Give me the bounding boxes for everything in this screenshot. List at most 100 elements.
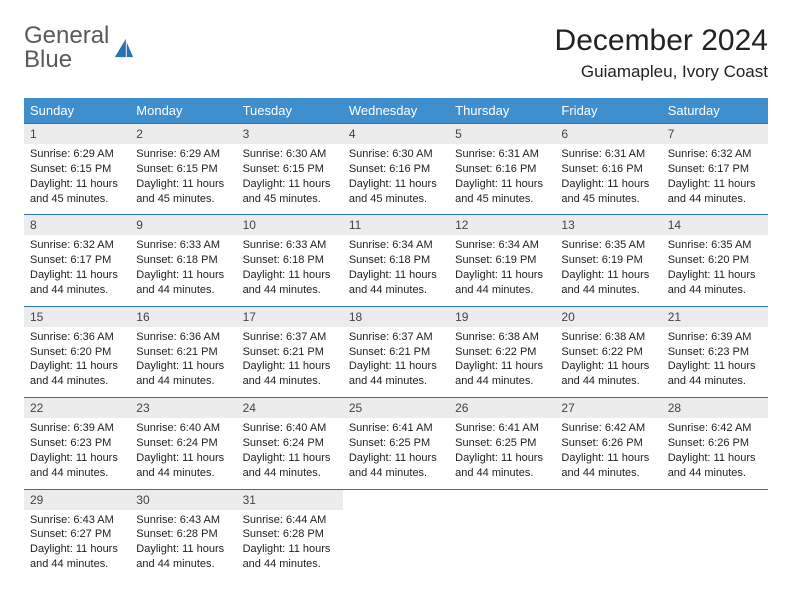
sunrise-text: Sunrise: 6:36 AM <box>30 330 124 345</box>
sunrise-text: Sunrise: 6:32 AM <box>30 238 124 253</box>
month-title: December 2024 <box>555 24 768 58</box>
day-cell: Sunrise: 6:32 AMSunset: 6:17 PMDaylight:… <box>662 144 768 215</box>
sunrise-text: Sunrise: 6:42 AM <box>668 421 762 436</box>
daynum-row: 293031 <box>24 489 768 510</box>
sunrise-text: Sunrise: 6:29 AM <box>30 147 124 162</box>
daylight-text: and 44 minutes. <box>30 374 124 389</box>
daynum-row: 15161718192021 <box>24 306 768 327</box>
day-number: 31 <box>237 489 343 510</box>
sunset-text: Sunset: 6:15 PM <box>136 162 230 177</box>
daylight-text: Daylight: 11 hours <box>30 359 124 374</box>
daylight-text: Daylight: 11 hours <box>561 177 655 192</box>
day-number: 15 <box>24 306 130 327</box>
day-number: 7 <box>662 124 768 145</box>
day-header: Tuesday <box>237 98 343 124</box>
sunrise-text: Sunrise: 6:33 AM <box>243 238 337 253</box>
day-number: 17 <box>237 306 343 327</box>
sunset-text: Sunset: 6:21 PM <box>349 345 443 360</box>
day-number <box>343 489 449 510</box>
sunset-text: Sunset: 6:17 PM <box>668 162 762 177</box>
daylight-text: Daylight: 11 hours <box>243 542 337 557</box>
day-cell: Sunrise: 6:32 AMSunset: 6:17 PMDaylight:… <box>24 235 130 306</box>
day-number: 10 <box>237 215 343 236</box>
day-cell: Sunrise: 6:39 AMSunset: 6:23 PMDaylight:… <box>662 327 768 398</box>
day-cell: Sunrise: 6:37 AMSunset: 6:21 PMDaylight:… <box>343 327 449 398</box>
sunrise-text: Sunrise: 6:34 AM <box>455 238 549 253</box>
daylight-text: and 44 minutes. <box>668 466 762 481</box>
daylight-text: and 45 minutes. <box>455 192 549 207</box>
daylight-text: Daylight: 11 hours <box>243 268 337 283</box>
day-cell: Sunrise: 6:36 AMSunset: 6:20 PMDaylight:… <box>24 327 130 398</box>
daylight-text: Daylight: 11 hours <box>30 268 124 283</box>
day-cell: Sunrise: 6:39 AMSunset: 6:23 PMDaylight:… <box>24 418 130 489</box>
day-number: 28 <box>662 398 768 419</box>
daylight-text: and 44 minutes. <box>243 374 337 389</box>
day-cell: Sunrise: 6:34 AMSunset: 6:18 PMDaylight:… <box>343 235 449 306</box>
daylight-text: Daylight: 11 hours <box>243 451 337 466</box>
location: Guiamapleu, Ivory Coast <box>555 62 768 82</box>
day-cell: Sunrise: 6:40 AMSunset: 6:24 PMDaylight:… <box>130 418 236 489</box>
day-cell <box>662 510 768 580</box>
day-number: 18 <box>343 306 449 327</box>
day-cell: Sunrise: 6:42 AMSunset: 6:26 PMDaylight:… <box>662 418 768 489</box>
sunrise-text: Sunrise: 6:41 AM <box>455 421 549 436</box>
day-cell: Sunrise: 6:34 AMSunset: 6:19 PMDaylight:… <box>449 235 555 306</box>
sunset-text: Sunset: 6:25 PM <box>455 436 549 451</box>
sunrise-text: Sunrise: 6:35 AM <box>561 238 655 253</box>
sunset-text: Sunset: 6:22 PM <box>455 345 549 360</box>
daylight-text: Daylight: 11 hours <box>243 177 337 192</box>
day-number: 26 <box>449 398 555 419</box>
sunrise-text: Sunrise: 6:37 AM <box>349 330 443 345</box>
daylight-text: and 44 minutes. <box>243 283 337 298</box>
logo-text-gray: General <box>24 22 109 49</box>
daylight-text: Daylight: 11 hours <box>30 177 124 192</box>
week-row: Sunrise: 6:29 AMSunset: 6:15 PMDaylight:… <box>24 144 768 215</box>
daylight-text: Daylight: 11 hours <box>668 359 762 374</box>
sunrise-text: Sunrise: 6:34 AM <box>349 238 443 253</box>
sunset-text: Sunset: 6:26 PM <box>561 436 655 451</box>
daylight-text: Daylight: 11 hours <box>349 451 443 466</box>
sunrise-text: Sunrise: 6:41 AM <box>349 421 443 436</box>
sunrise-text: Sunrise: 6:29 AM <box>136 147 230 162</box>
day-cell <box>449 510 555 580</box>
sunrise-text: Sunrise: 6:39 AM <box>30 421 124 436</box>
daylight-text: Daylight: 11 hours <box>455 268 549 283</box>
daylight-text: Daylight: 11 hours <box>30 542 124 557</box>
sunset-text: Sunset: 6:28 PM <box>136 527 230 542</box>
daylight-text: and 44 minutes. <box>668 192 762 207</box>
daylight-text: and 44 minutes. <box>349 466 443 481</box>
sunset-text: Sunset: 6:19 PM <box>455 253 549 268</box>
day-cell <box>343 510 449 580</box>
day-cell: Sunrise: 6:29 AMSunset: 6:15 PMDaylight:… <box>24 144 130 215</box>
daylight-text: and 44 minutes. <box>561 374 655 389</box>
daylight-text: Daylight: 11 hours <box>561 268 655 283</box>
day-number: 14 <box>662 215 768 236</box>
daylight-text: Daylight: 11 hours <box>561 451 655 466</box>
daylight-text: Daylight: 11 hours <box>30 451 124 466</box>
day-cell: Sunrise: 6:38 AMSunset: 6:22 PMDaylight:… <box>449 327 555 398</box>
sunrise-text: Sunrise: 6:31 AM <box>455 147 549 162</box>
day-number <box>555 489 661 510</box>
sunrise-text: Sunrise: 6:32 AM <box>668 147 762 162</box>
sunset-text: Sunset: 6:20 PM <box>668 253 762 268</box>
day-header: Sunday <box>24 98 130 124</box>
daylight-text: and 44 minutes. <box>455 283 549 298</box>
day-number: 27 <box>555 398 661 419</box>
day-cell: Sunrise: 6:38 AMSunset: 6:22 PMDaylight:… <box>555 327 661 398</box>
sunset-text: Sunset: 6:25 PM <box>349 436 443 451</box>
daylight-text: and 44 minutes. <box>30 466 124 481</box>
daylight-text: and 45 minutes. <box>136 192 230 207</box>
daylight-text: and 44 minutes. <box>136 374 230 389</box>
day-number: 11 <box>343 215 449 236</box>
day-cell <box>555 510 661 580</box>
day-number: 29 <box>24 489 130 510</box>
daylight-text: Daylight: 11 hours <box>455 177 549 192</box>
day-number: 19 <box>449 306 555 327</box>
daynum-row: 22232425262728 <box>24 398 768 419</box>
day-cell: Sunrise: 6:33 AMSunset: 6:18 PMDaylight:… <box>237 235 343 306</box>
sunrise-text: Sunrise: 6:36 AM <box>136 330 230 345</box>
daylight-text: and 44 minutes. <box>30 557 124 572</box>
day-number: 6 <box>555 124 661 145</box>
day-number: 3 <box>237 124 343 145</box>
week-row: Sunrise: 6:32 AMSunset: 6:17 PMDaylight:… <box>24 235 768 306</box>
